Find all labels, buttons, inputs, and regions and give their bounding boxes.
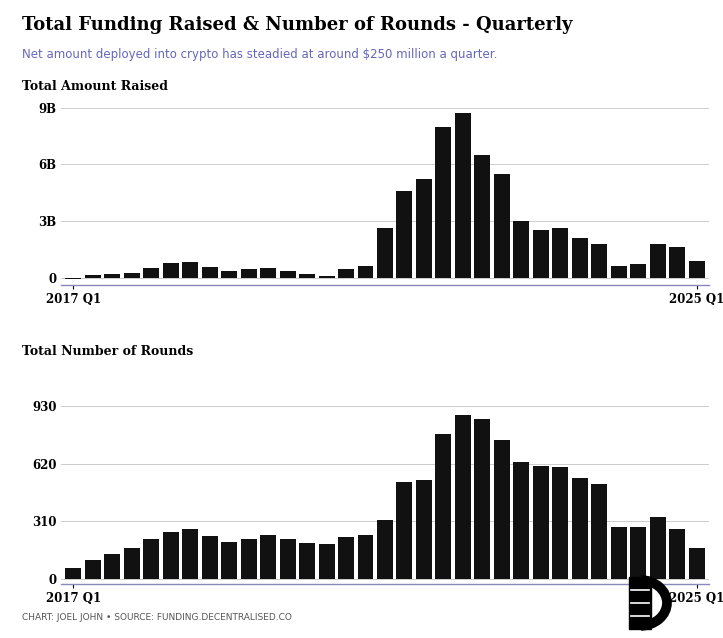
Bar — [104, 274, 120, 278]
Bar — [182, 262, 198, 278]
Bar — [163, 531, 179, 579]
Bar — [280, 539, 296, 579]
Bar — [396, 482, 413, 579]
Bar — [124, 274, 140, 278]
Bar — [455, 415, 471, 579]
Bar — [143, 539, 159, 579]
Bar — [182, 529, 198, 579]
Bar — [669, 529, 685, 579]
Bar — [611, 527, 627, 579]
Bar — [260, 268, 276, 278]
Bar — [533, 230, 549, 278]
Bar — [650, 244, 666, 278]
Bar — [474, 419, 490, 579]
Bar — [104, 554, 120, 579]
Bar — [591, 484, 607, 579]
Bar — [455, 114, 471, 278]
Bar — [629, 577, 651, 629]
Text: Net amount deployed into crypto has steadied at around $250 million a quarter.: Net amount deployed into crypto has stea… — [22, 48, 497, 61]
Bar — [202, 537, 218, 579]
Bar — [241, 539, 257, 579]
Bar — [299, 543, 315, 579]
Bar — [572, 238, 588, 278]
Text: CHART: JOEL JOHN • SOURCE: FUNDING.DECENTRALISED.CO: CHART: JOEL JOHN • SOURCE: FUNDING.DECEN… — [22, 613, 291, 622]
Bar — [416, 480, 432, 579]
Bar — [202, 267, 218, 278]
Bar — [689, 260, 705, 278]
Bar — [513, 221, 529, 278]
Bar — [357, 266, 374, 278]
Bar — [533, 466, 549, 579]
Bar — [435, 434, 451, 579]
Bar — [124, 549, 140, 579]
Bar — [143, 268, 159, 278]
Text: Total Amount Raised: Total Amount Raised — [22, 80, 168, 93]
Bar — [221, 542, 237, 579]
Bar — [630, 264, 646, 278]
Bar — [65, 568, 81, 579]
Bar — [474, 155, 490, 278]
Bar — [221, 271, 237, 278]
Bar — [85, 560, 100, 579]
Bar — [494, 440, 510, 579]
Bar — [357, 535, 374, 579]
Bar — [591, 244, 607, 278]
Bar — [85, 276, 100, 278]
Text: Total Number of Rounds: Total Number of Rounds — [22, 345, 193, 357]
Bar — [494, 174, 510, 278]
Bar — [572, 478, 588, 579]
Bar — [650, 517, 666, 579]
Bar — [416, 179, 432, 278]
Bar — [280, 271, 296, 278]
Bar — [552, 468, 568, 579]
Bar — [552, 228, 568, 278]
Bar — [319, 276, 335, 278]
Bar — [377, 521, 393, 579]
Bar — [241, 269, 257, 278]
Bar — [338, 269, 354, 278]
Bar — [163, 263, 179, 278]
Bar — [377, 228, 393, 278]
Bar — [669, 248, 685, 278]
Bar — [299, 274, 315, 278]
Bar — [396, 191, 413, 278]
Bar — [435, 126, 451, 278]
Bar — [611, 266, 627, 278]
Text: Total Funding Raised & Number of Rounds - Quarterly: Total Funding Raised & Number of Rounds … — [22, 16, 572, 34]
Bar — [65, 278, 81, 279]
Bar — [513, 462, 529, 579]
Bar — [338, 537, 354, 579]
Bar — [260, 535, 276, 579]
Bar — [630, 527, 646, 579]
Bar — [319, 544, 335, 579]
Bar — [689, 549, 705, 579]
